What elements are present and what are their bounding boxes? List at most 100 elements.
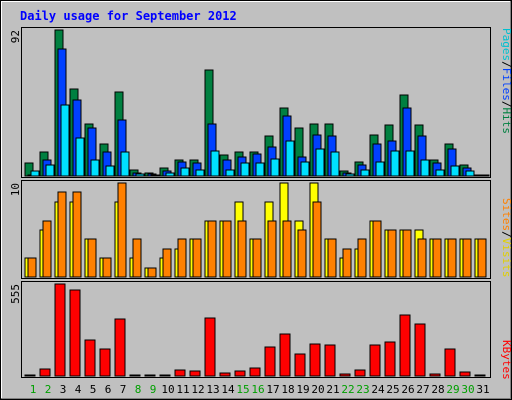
bar-kbytes-kbytes-day-9 [144, 374, 156, 377]
bar-kbytes-kbytes-day-29 [444, 348, 456, 377]
bar-kbytes-kbytes-day-23 [354, 369, 366, 377]
bar-kbytes-kbytes-day-24 [369, 344, 381, 377]
day-label-1: 1 [30, 383, 37, 396]
bar-visits-sites-sites-day-23 [357, 238, 367, 278]
day-label-16: 16 [251, 383, 264, 396]
bar-hits-files-pages-pages-day-31 [480, 174, 490, 177]
day-label-10: 10 [161, 383, 174, 396]
bar-hits-files-pages-pages-day-24 [375, 161, 385, 177]
legend-hits-files-pages: Pages/Files/Hits [500, 28, 512, 134]
bar-kbytes-kbytes-day-17 [264, 346, 276, 377]
legend-separator-3: / [500, 231, 512, 238]
bar-visits-sites-sites-day-22 [342, 248, 352, 278]
day-label-12: 12 [191, 383, 204, 396]
legend-hits: Hits [500, 108, 512, 135]
bar-kbytes-kbytes-day-31 [474, 374, 486, 377]
bar-kbytes-kbytes-day-19 [294, 353, 306, 377]
bar-kbytes-kbytes-day-11 [174, 369, 186, 377]
bar-hits-files-pages-pages-day-19 [300, 161, 310, 177]
bar-hits-files-pages-pages-day-11 [180, 167, 190, 177]
day-label-31: 31 [476, 383, 489, 396]
legend-separator-1: / [500, 61, 512, 68]
bar-kbytes-kbytes-day-6 [99, 348, 111, 377]
bar-hits-files-pages-pages-day-21 [330, 151, 340, 177]
day-label-17: 17 [266, 383, 279, 396]
bar-visits-sites-sites-day-13 [207, 220, 217, 278]
bar-kbytes-kbytes-day-10 [159, 374, 171, 377]
bar-visits-sites-sites-day-15 [237, 220, 247, 278]
day-label-25: 25 [386, 383, 399, 396]
bar-visits-sites-sites-day-11 [177, 238, 187, 278]
day-label-21: 21 [326, 383, 339, 396]
scale-label-kbytes: 555 [9, 284, 22, 304]
day-label-4: 4 [75, 383, 82, 396]
bars-layer [24, 29, 490, 377]
day-label-3: 3 [60, 383, 67, 396]
bar-visits-sites-sites-day-16 [252, 238, 262, 278]
day-label-27: 27 [416, 383, 429, 396]
bar-visits-sites-sites-day-4 [72, 191, 82, 278]
bar-hits-files-pages-pages-day-8 [135, 173, 145, 177]
day-label-30: 30 [461, 383, 474, 396]
bar-kbytes-kbytes-day-2 [39, 368, 51, 377]
bar-hits-files-pages-pages-day-3 [60, 104, 70, 177]
bar-visits-sites-sites-day-20 [312, 201, 322, 278]
day-label-26: 26 [401, 383, 414, 396]
bar-visits-sites-sites-day-7 [117, 182, 127, 278]
bar-visits-sites-sites-day-30 [462, 238, 472, 278]
bar-hits-files-pages-pages-day-18 [285, 140, 295, 177]
bar-visits-sites-sites-day-2 [42, 220, 52, 278]
bar-kbytes-kbytes-day-28 [429, 373, 441, 377]
bar-hits-files-pages-pages-day-13 [210, 150, 220, 177]
bar-kbytes-kbytes-day-30 [459, 371, 471, 377]
bar-hits-files-pages-pages-day-28 [435, 169, 445, 177]
bar-kbytes-kbytes-day-22 [339, 373, 351, 377]
day-label-19: 19 [296, 383, 309, 396]
bar-hits-files-pages-pages-day-5 [90, 159, 100, 177]
bar-hits-files-pages-pages-day-15 [240, 162, 250, 177]
day-label-5: 5 [90, 383, 97, 396]
bar-hits-files-pages-pages-day-25 [390, 150, 400, 177]
bar-hits-files-pages-pages-day-27 [420, 159, 430, 177]
day-label-8: 8 [135, 383, 142, 396]
day-label-13: 13 [206, 383, 219, 396]
day-label-9: 9 [150, 383, 157, 396]
bar-visits-sites-sites-day-10 [162, 248, 172, 278]
day-labels: 1 2 3 4 5 6 7 8 9 10 11 12 13 14 15 16 17 18 19 20 21 22 23 24 2… [30, 383, 490, 396]
bar-hits-files-pages-pages-day-7 [120, 151, 130, 177]
legend-pages: Pages [500, 28, 512, 61]
day-label-18: 18 [281, 383, 294, 396]
bar-hits-files-pages-pages-day-16 [255, 162, 265, 177]
legend-sites: Sites [500, 198, 512, 231]
chart-title: Daily usage for September 2012 [20, 9, 237, 23]
bar-visits-sites-sites-day-19 [297, 229, 307, 278]
bar-hits-files-pages-pages-day-10 [165, 172, 175, 177]
day-label-22: 22 [341, 383, 354, 396]
bar-kbytes-kbytes-day-13 [204, 317, 216, 377]
bar-kbytes-kbytes-day-14 [219, 372, 231, 377]
bar-visits-sites-sites-day-31 [477, 238, 487, 278]
bar-hits-files-pages-pages-day-17 [270, 158, 280, 177]
bar-hits-files-pages-pages-day-29 [450, 165, 460, 177]
bar-kbytes-kbytes-day-16 [249, 367, 261, 377]
bar-hits-files-pages-pages-day-23 [360, 169, 370, 177]
bar-visits-sites-sites-day-8 [132, 238, 142, 278]
bar-kbytes-kbytes-day-18 [279, 333, 291, 377]
day-label-11: 11 [176, 383, 189, 396]
bar-kbytes-kbytes-day-12 [189, 370, 201, 377]
bar-hits-files-pages-pages-day-22 [345, 173, 355, 177]
legend-kbytes: KBytes [500, 340, 512, 380]
scale-label-visits-sites: 10 [9, 183, 22, 196]
bar-hits-files-pages-pages-day-4 [75, 137, 85, 177]
bar-kbytes-kbytes-day-4 [69, 289, 81, 377]
day-label-2: 2 [45, 383, 52, 396]
bar-kbytes-kbytes-day-1 [24, 374, 36, 377]
bar-visits-sites-sites-day-21 [327, 238, 337, 278]
bar-kbytes-kbytes-day-7 [114, 318, 126, 377]
bar-visits-sites-sites-day-6 [102, 257, 112, 278]
day-label-7: 7 [120, 383, 127, 396]
bar-visits-sites-sites-day-17 [267, 220, 277, 278]
day-label-24: 24 [371, 383, 385, 396]
bar-hits-files-pages-pages-day-9 [150, 174, 160, 177]
